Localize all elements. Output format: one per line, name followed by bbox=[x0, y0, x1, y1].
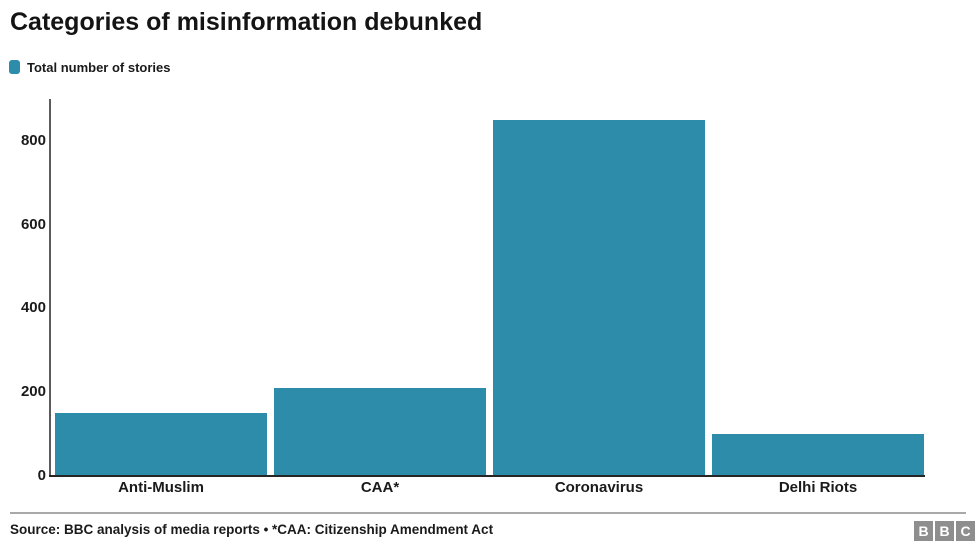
y-tick-label: 0 bbox=[37, 467, 46, 484]
bar-anti-muslim bbox=[55, 413, 267, 476]
y-axis-line bbox=[49, 99, 51, 477]
footer-divider bbox=[10, 512, 966, 514]
bbc-logo-block: C bbox=[956, 521, 975, 541]
bar-coronavirus bbox=[493, 120, 705, 476]
legend: Total number of stories bbox=[9, 59, 171, 75]
y-tick-label: 800 bbox=[20, 131, 46, 149]
x-category-label: Coronavirus bbox=[554, 479, 644, 496]
chart-title: Categories of misinformation debunked bbox=[10, 8, 483, 36]
y-tick-label: 600 bbox=[20, 215, 46, 233]
x-category-label: Anti-Muslim bbox=[118, 479, 204, 496]
bar-delhi-riots bbox=[712, 434, 924, 476]
bar-caa- bbox=[274, 388, 486, 476]
legend-label: Total number of stories bbox=[27, 59, 171, 75]
y-tick-label: 200 bbox=[20, 383, 46, 401]
x-category-label: Delhi Riots bbox=[778, 479, 858, 496]
bbc-logo-block: B bbox=[914, 521, 933, 541]
bbc-logo-block: B bbox=[935, 521, 954, 541]
y-tick-label: 400 bbox=[20, 299, 46, 317]
source-text: Source: BBC analysis of media reports • … bbox=[10, 522, 494, 537]
x-category-label: CAA* bbox=[360, 479, 400, 496]
x-axis-line bbox=[49, 475, 925, 477]
legend-swatch bbox=[9, 60, 20, 74]
